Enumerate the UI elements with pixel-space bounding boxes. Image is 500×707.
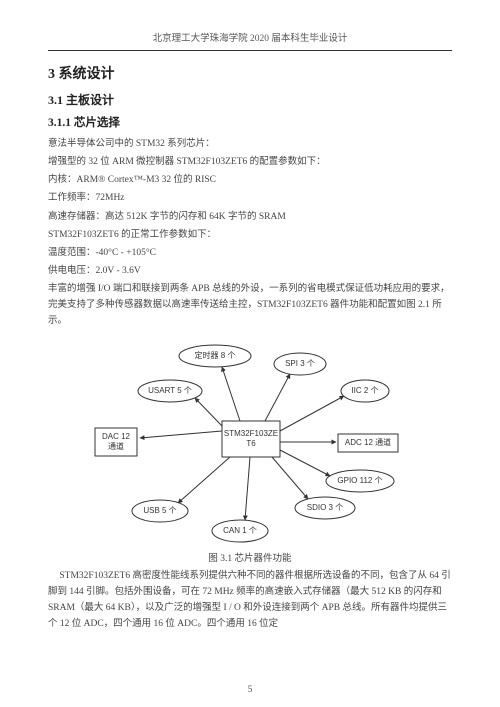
heading-3: 3.1.1 芯片选择	[48, 114, 452, 130]
svg-text:STM32F103ZE: STM32F103ZE	[224, 429, 278, 438]
svg-text:SPI 3 个: SPI 3 个	[285, 359, 315, 368]
paragraph: 增强型的 32 位 ARM 微控制器 STM32F103ZET6 的配置参数如下…	[48, 154, 452, 170]
heading-2: 3.1 主板设计	[48, 91, 452, 108]
svg-text:USART 5 个: USART 5 个	[148, 386, 192, 395]
page-number: 5	[0, 685, 500, 695]
header-divider	[48, 50, 452, 51]
diagram-container: STM32F103ZET6 定时器 8 个 USART 5 个 SPI 3 个 IIC …	[48, 336, 452, 546]
heading-1: 3 系统设计	[48, 63, 452, 83]
svg-text:USB 5 个: USB 5 个	[143, 506, 176, 515]
paragraph: 供电电压：2.0V - 3.6V	[48, 263, 452, 279]
paragraph: STM32F103ZET6 高密度性能线系列提供六种不同的器件根据所选设备的不同…	[48, 568, 452, 633]
paragraph: STM32F103ZET6 的正常工作参数如下：	[48, 227, 452, 243]
svg-text:ADC 12 通道: ADC 12 通道	[345, 437, 391, 447]
svg-text:定时器 8 个: 定时器 8 个	[195, 350, 236, 360]
chip-diagram: STM32F103ZET6 定时器 8 个 USART 5 个 SPI 3 个 IIC …	[90, 336, 410, 546]
paragraph: 内核：ARM® Cortex™-M3 32 位的 RISC	[48, 172, 452, 188]
svg-text:SDIO 3 个: SDIO 3 个	[307, 503, 343, 512]
svg-text:IIC 2 个: IIC 2 个	[351, 386, 378, 395]
page-header: 北京理工大学珠海学院 2020 届本科生毕业设计	[48, 30, 452, 50]
svg-text:CAN 1 个: CAN 1 个	[223, 526, 257, 535]
paragraph: 高速存储器：高达 512K 字节的闪存和 64K 字节的 SRAM	[48, 209, 452, 225]
svg-text:GPIO 112 个: GPIO 112 个	[337, 476, 382, 485]
svg-text:T6: T6	[246, 439, 256, 448]
paragraph: 工作频率：72MHz	[48, 190, 452, 206]
svg-text:DAC 12: DAC 12	[102, 432, 131, 441]
svg-text:通道: 通道	[108, 441, 124, 451]
figure-caption: 图 3.1 芯片器件功能	[48, 550, 452, 564]
paragraph: 温度范围：-40°C - +105°C	[48, 245, 452, 261]
paragraph: 丰富的增强 I/O 端口和联接到两条 APB 总线的外设，一系列的省电模式保证低…	[48, 281, 452, 329]
paragraph: 意法半导体公司中的 STM32 系列芯片：	[48, 136, 452, 152]
